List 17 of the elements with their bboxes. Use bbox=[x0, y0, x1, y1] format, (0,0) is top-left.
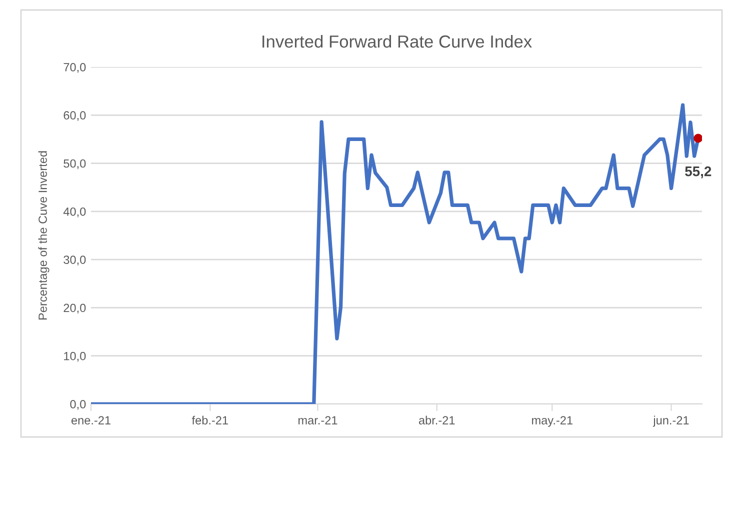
y-tick-label: 70,0 bbox=[64, 63, 86, 73]
x-tick-label: jun.-21 bbox=[652, 416, 689, 427]
x-tick-label: may.-21 bbox=[532, 416, 572, 427]
y-tick-label: 10,0 bbox=[64, 352, 86, 362]
y-tick-label: 50,0 bbox=[64, 159, 86, 170]
x-tick-label: ene.-21 bbox=[71, 416, 110, 424]
data-label: 55,2 bbox=[685, 166, 712, 178]
y-tick-label: 0,0 bbox=[70, 400, 86, 410]
y-tick-label: 60,0 bbox=[64, 111, 86, 121]
x-tick-label: feb.-21 bbox=[192, 416, 228, 424]
y-tick-label: 20,0 bbox=[64, 304, 86, 314]
y-axis-title: Percentage of the Cuve Inverted bbox=[38, 151, 50, 320]
y-tick-label: 30,0 bbox=[64, 256, 86, 266]
x-tick-label: mar.-21 bbox=[298, 416, 338, 424]
chart-title: Inverted Forward Rate Curve Index bbox=[262, 34, 532, 48]
y-tick-label: 40,0 bbox=[63, 207, 86, 218]
x-tick-label: abr.-21 bbox=[418, 416, 455, 424]
